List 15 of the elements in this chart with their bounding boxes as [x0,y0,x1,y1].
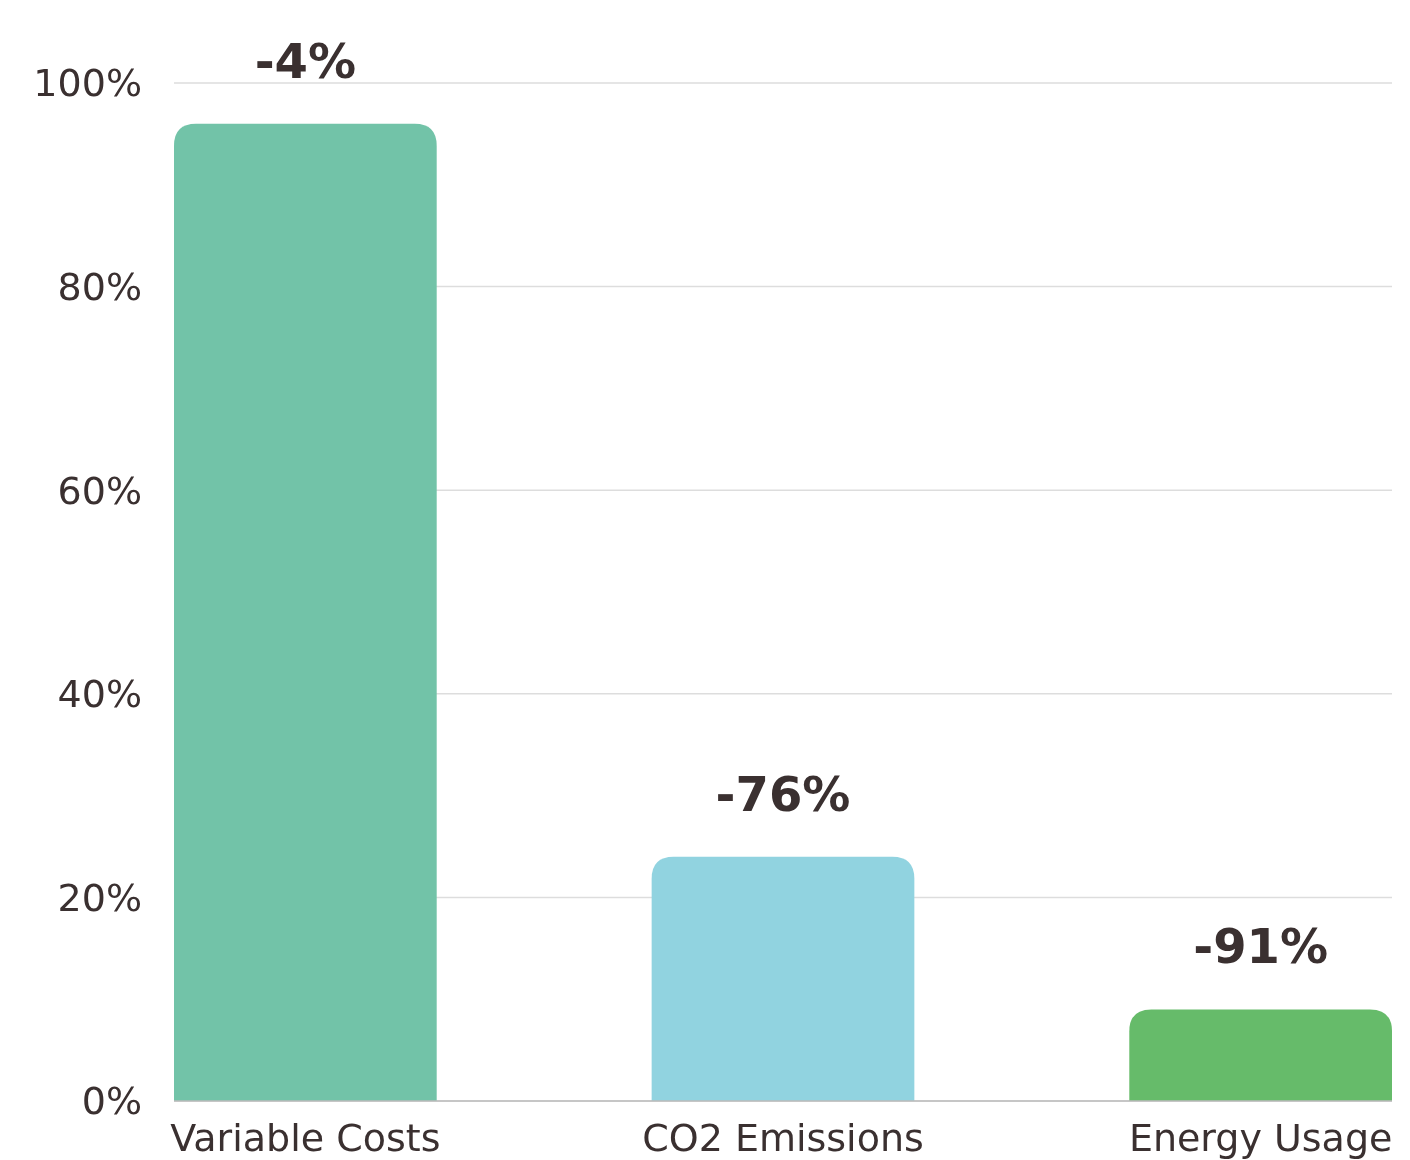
x-tick-label: Variable Costs [170,1116,441,1160]
y-tick-label: 0% [81,1079,142,1124]
y-tick-label: 40% [57,672,142,717]
bar [174,123,437,1101]
y-tick-label: 60% [57,468,142,513]
annotation: -76% [715,765,851,822]
annotation: -91% [1193,918,1329,975]
x-tick-label: CO2 Emissions [642,1116,924,1160]
annotation: -4% [254,32,357,89]
bar [1129,1009,1392,1101]
bar [651,856,915,1101]
y-tick-label: 20% [57,875,142,920]
y-tick-label: 80% [57,264,142,309]
y-tick-label: 100% [33,61,142,106]
x-tick-label: Energy Usage [1128,1116,1393,1160]
